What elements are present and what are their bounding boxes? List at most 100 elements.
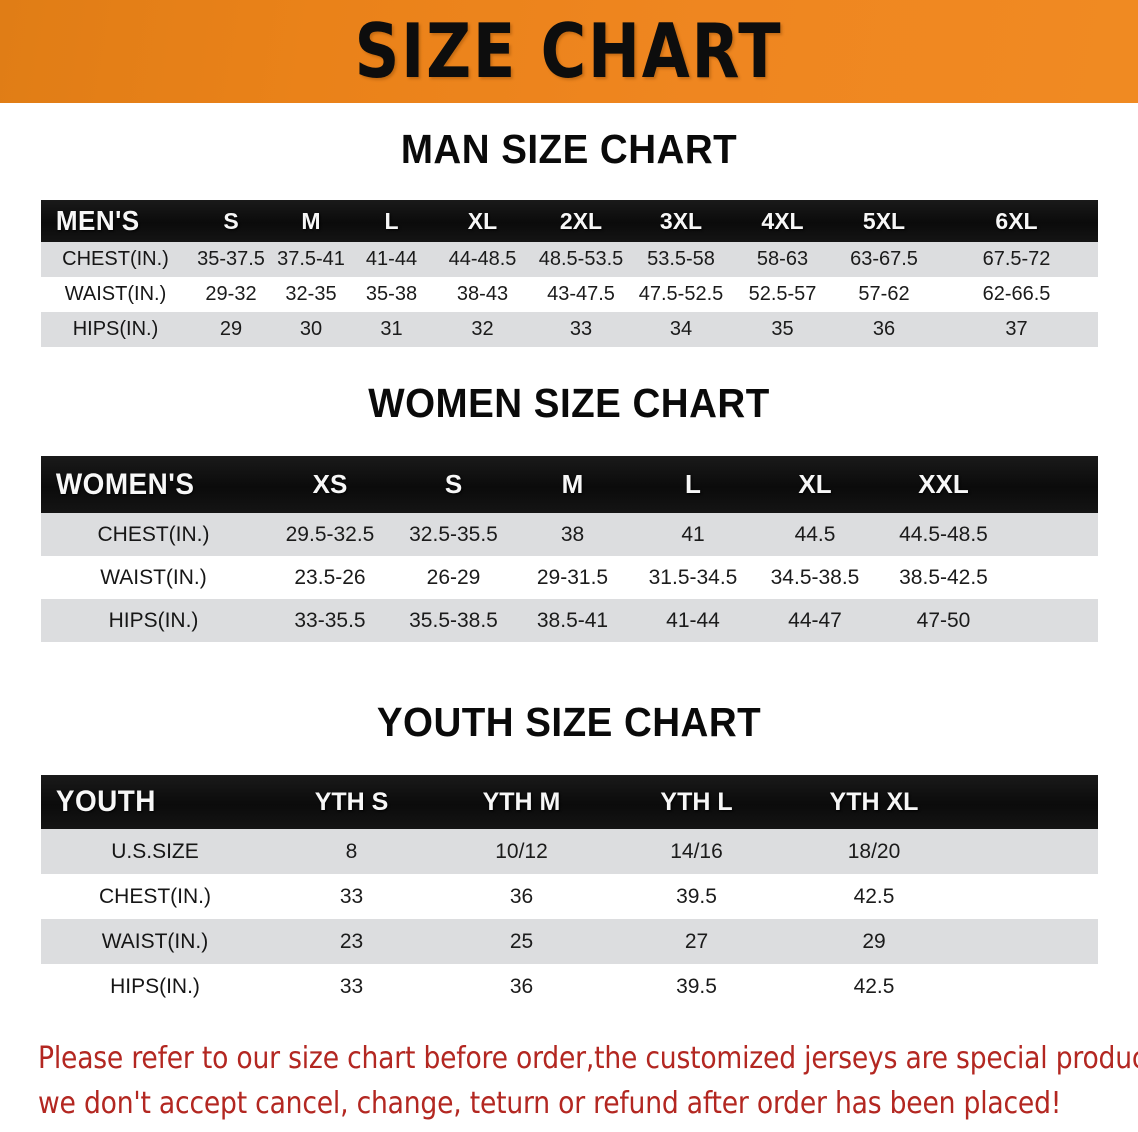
men-col-7: 5XL [862, 207, 906, 234]
men-cell-0-4: 48.5-53.5 [538, 248, 624, 270]
men-row-label-0: CHEST(IN.) [62, 248, 169, 270]
table-row: HIPS(IN.) 33 36 39.5 42.5 [41, 964, 1098, 1009]
men-cell-0-7: 63-67.5 [850, 248, 918, 270]
men-cell-0-3: 44-48.5 [448, 248, 517, 270]
women-table-header-row: WOMEN'S XS S M L XL XXL [41, 456, 1098, 513]
men-cell-1-6: 52.5-57 [748, 283, 817, 305]
women-row-label-1: WAIST(IN.) [100, 565, 207, 589]
men-cell-2-5: 34 [669, 318, 693, 340]
youth-col-spacer [964, 775, 1098, 829]
women-cell-1-2: 29-31.5 [536, 565, 609, 589]
women-row-label-0: CHEST(IN.) [97, 522, 210, 546]
women-cell-2-3: 41-44 [666, 608, 720, 632]
youth-col-1: YTH M [482, 787, 561, 816]
youth-cell-3-1: 36 [509, 974, 534, 998]
order-policy-line-1: Please refer to our size chart before or… [38, 1041, 1138, 1076]
youth-cell-1-0: 33 [339, 884, 364, 908]
men-cell-0-6: 58-63 [756, 248, 809, 270]
youth-col-3: YTH XL [829, 787, 919, 816]
men-col-0: S [223, 207, 239, 234]
women-cell-1-3: 31.5-34.5 [648, 565, 738, 589]
women-cell-1-spacer [1011, 556, 1098, 599]
women-col-spacer [1011, 456, 1098, 513]
men-cell-0-2: 41-44 [365, 248, 418, 270]
youth-cell-0-0: 8 [345, 839, 358, 863]
youth-cell-3-3: 42.5 [853, 974, 895, 998]
table-row: WAIST(IN.) 23 25 27 29 [41, 919, 1098, 964]
women-col-4: XL [798, 469, 832, 499]
youth-row-label-2: WAIST(IN.) [101, 929, 209, 953]
table-row: U.S.SIZE 8 10/12 14/16 18/20 [41, 829, 1098, 874]
youth-corner-label: YOUTH [55, 785, 156, 818]
youth-col-0: YTH S [314, 787, 389, 816]
women-row-label-2: HIPS(IN.) [108, 608, 199, 632]
men-cell-2-4: 33 [569, 318, 593, 340]
women-col-5: XXL [918, 469, 969, 499]
youth-cell-1-2: 39.5 [676, 884, 717, 908]
men-size-table: MEN'S S M L XL 2XL 3XL 4XL 5XL 6XL CHEST… [41, 200, 1098, 347]
women-corner-label: WOMEN'S [55, 467, 195, 501]
men-cell-1-1: 32-35 [285, 283, 337, 305]
men-col-5: 3XL [659, 207, 703, 234]
women-cell-0-0: 29.5-32.5 [285, 522, 375, 546]
men-cell-2-2: 31 [380, 318, 403, 340]
order-policy-note: Please refer to our size chart before or… [38, 1036, 1138, 1126]
youth-cell-3-spacer [964, 964, 1098, 1009]
women-cell-1-1: 26-29 [426, 565, 481, 589]
men-col-8: 6XL [995, 207, 1038, 234]
men-cell-2-8: 37 [1005, 318, 1028, 340]
men-cell-0-0: 35-37.5 [197, 248, 265, 270]
youth-cell-2-spacer [964, 919, 1098, 964]
women-cell-0-5: 44.5-48.5 [899, 522, 988, 546]
table-row: CHEST(IN.) 33 36 39.5 42.5 [41, 874, 1098, 919]
women-col-0: XS [312, 469, 348, 499]
youth-cell-0-1: 10/12 [495, 839, 548, 863]
youth-cell-1-1: 36 [509, 884, 534, 908]
youth-col-2: YTH L [660, 787, 733, 816]
man-section-title: MAN SIZE CHART [400, 126, 738, 172]
page-banner: SIZE CHART [0, 0, 1138, 103]
men-cell-1-7: 57-62 [858, 283, 910, 305]
men-col-6: 4XL [761, 207, 804, 234]
men-corner-label: MEN'S [55, 205, 140, 236]
men-cell-0-1: 37.5-41 [277, 248, 345, 270]
men-cell-1-5: 47.5-52.5 [638, 283, 724, 305]
table-row: HIPS(IN.) 29 30 31 32 33 34 35 36 37 [41, 312, 1098, 347]
men-cell-2-6: 35 [771, 318, 794, 340]
men-col-4: 2XL [559, 207, 603, 234]
men-cell-2-1: 30 [299, 318, 323, 340]
women-cell-0-4: 44.5 [794, 522, 836, 546]
table-row: CHEST(IN.) 35-37.5 37.5-41 41-44 44-48.5… [41, 242, 1098, 277]
men-cell-1-2: 35-38 [365, 283, 418, 305]
table-row: WAIST(IN.) 23.5-26 26-29 29-31.5 31.5-34… [41, 556, 1098, 599]
men-cell-1-8: 62-66.5 [982, 283, 1051, 305]
men-cell-2-0: 29 [219, 318, 243, 340]
youth-row-label-3: HIPS(IN.) [110, 974, 200, 998]
men-cell-1-3: 38-43 [456, 283, 509, 305]
women-col-3: L [685, 469, 701, 499]
men-cell-0-5: 53.5-58 [647, 248, 715, 270]
youth-row-label-1: CHEST(IN.) [99, 884, 211, 908]
order-policy-line-2: we don't accept cancel, change, teturn o… [38, 1086, 1062, 1121]
women-cell-0-3: 41 [681, 522, 705, 546]
banner-title: SIZE CHART [355, 7, 783, 95]
women-cell-2-2: 38.5-41 [536, 608, 609, 632]
men-row-label-1: WAIST(IN.) [64, 283, 167, 305]
women-cell-2-spacer [1011, 599, 1098, 642]
youth-cell-0-3: 18/20 [847, 839, 901, 863]
women-cell-0-1: 32.5-35.5 [409, 522, 498, 546]
women-cell-2-5: 47-50 [916, 608, 971, 632]
men-table-header-row: MEN'S S M L XL 2XL 3XL 4XL 5XL 6XL [41, 200, 1098, 242]
table-row: HIPS(IN.) 33-35.5 35.5-38.5 38.5-41 41-4… [41, 599, 1098, 642]
women-cell-0-spacer [1011, 513, 1098, 556]
table-row: WAIST(IN.) 29-32 32-35 35-38 38-43 43-47… [41, 277, 1098, 312]
women-cell-1-0: 23.5-26 [294, 565, 366, 589]
youth-cell-0-2: 14/16 [670, 839, 723, 863]
youth-cell-2-0: 23 [339, 929, 364, 953]
women-cell-2-4: 44-47 [788, 608, 842, 632]
youth-cell-0-spacer [964, 829, 1098, 874]
men-cell-0-8: 67.5-72 [982, 248, 1051, 270]
men-cell-1-4: 43-47.5 [547, 283, 615, 305]
youth-cell-2-3: 29 [862, 929, 886, 953]
